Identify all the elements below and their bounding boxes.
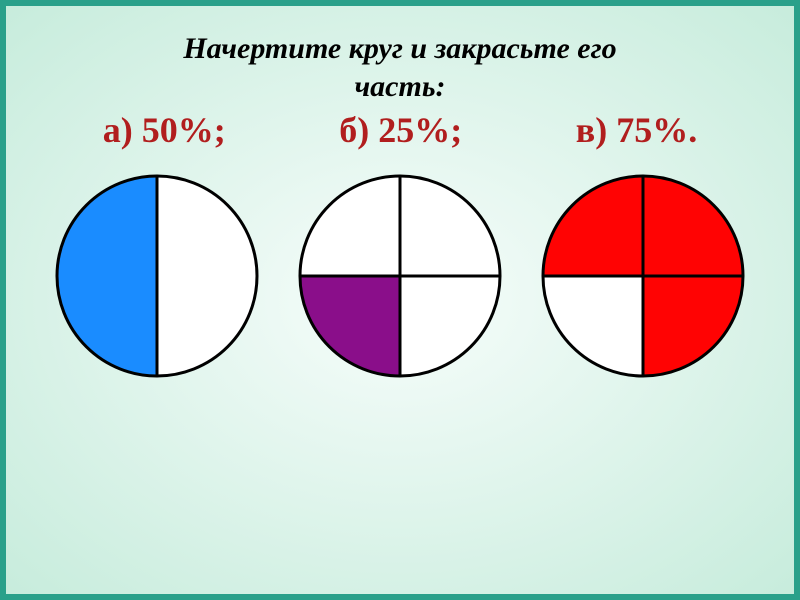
label-c: в) 75%. (576, 109, 697, 151)
label-b: б) 25%; (339, 109, 462, 151)
page-title: Начертите круг и закрасьте его часть: (6, 6, 794, 105)
pie-chart-b (295, 171, 505, 381)
pie-chart-c (538, 171, 748, 381)
title-line1: Начертите круг и закрасьте его (183, 32, 616, 65)
title-line2: часть: (354, 70, 445, 103)
pie-chart-a (52, 171, 262, 381)
label-a: а) 50%; (103, 109, 226, 151)
